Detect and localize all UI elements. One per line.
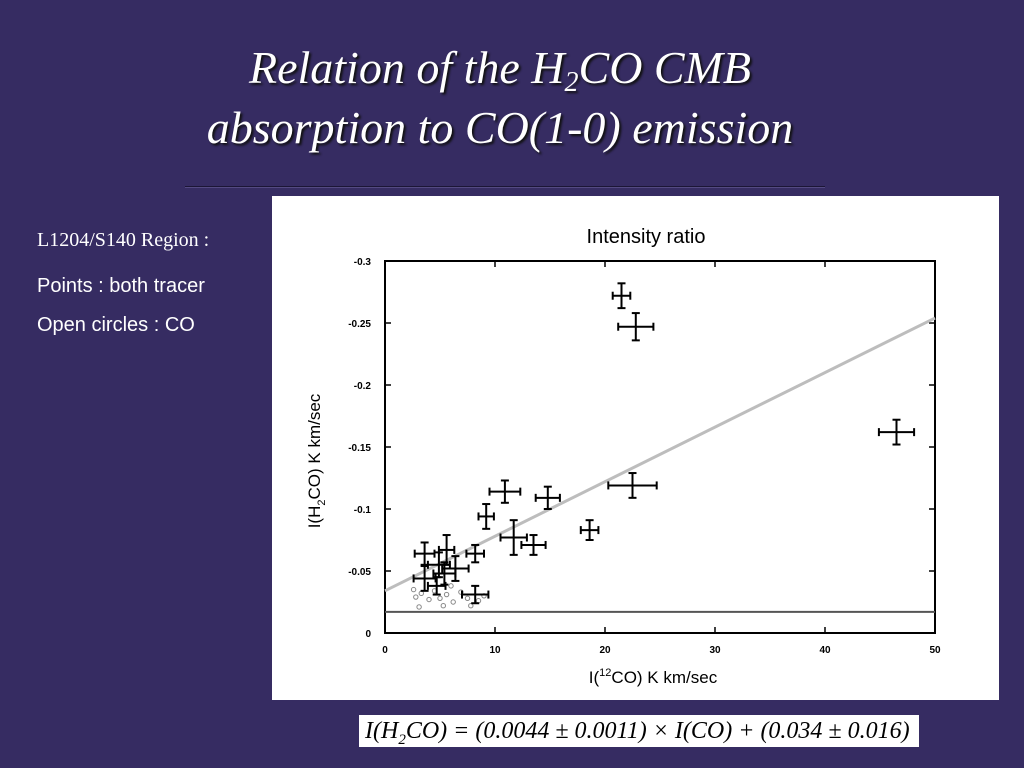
open-circle-point <box>416 604 422 610</box>
y-tick-label: 0 <box>365 629 371 640</box>
x-axis-label: I(12CO) K km/sec <box>589 667 718 687</box>
data-points-group <box>412 282 916 605</box>
open-circle-point <box>448 583 454 589</box>
data-point <box>461 584 490 605</box>
legend-note-circles: Open circles : CO <box>37 314 195 336</box>
y-tick-label: -0.1 <box>354 505 372 516</box>
x-tick-label: 0 <box>382 645 388 656</box>
y-tick-label: -0.25 <box>348 319 371 330</box>
title-subscript: 2 <box>564 67 579 98</box>
open-circle-point <box>443 591 450 598</box>
data-point <box>477 503 495 530</box>
data-point <box>412 565 437 592</box>
fit-equation: I(H2CO) = (0.0044 ± 0.0011) × I(CO) + (0… <box>359 715 919 747</box>
data-point <box>579 519 600 541</box>
data-point <box>488 479 522 504</box>
slide-title: Relation of the H2CO CMB absorption to C… <box>0 38 1000 158</box>
formula-lhs: I(H <box>365 718 399 744</box>
chart-panel: Intensity ratio 0 10 20 30 40 50 0 -0.05 -0.1 -0… <box>272 196 999 700</box>
open-circle-point <box>410 586 417 593</box>
data-point <box>607 472 658 499</box>
formula-subscript: 2 <box>398 731 406 747</box>
open-circle-point <box>468 603 474 609</box>
open-circle-point <box>413 594 419 600</box>
y-tick-label: -0.15 <box>348 443 371 454</box>
y-tick-label: -0.2 <box>354 381 372 392</box>
formula-rhs: CO) = (0.0044 ± 0.0011) × I(CO) + (0.034… <box>405 718 910 744</box>
title-divider <box>185 186 825 188</box>
data-point <box>413 541 436 566</box>
open-circle-point <box>450 599 456 605</box>
x-axis-ticks: 0 10 20 30 40 50 <box>382 261 941 656</box>
open-circle-point <box>437 595 443 601</box>
title-text-1b: CO CMB <box>578 42 752 93</box>
data-point <box>426 576 447 596</box>
x-tick-label: 50 <box>929 645 941 656</box>
open-circle-point <box>426 596 432 603</box>
open-circle-point <box>458 589 464 595</box>
open-circle-point <box>440 603 447 609</box>
y-axis-ticks: 0 -0.05 -0.1 -0.15 -0.2 -0.25 -0.3 <box>348 257 935 640</box>
scatter-chart: Intensity ratio 0 10 20 30 40 50 0 -0.05 -0.1 -0… <box>305 226 941 687</box>
legend-note-points: Points : both tracer <box>37 275 205 297</box>
title-text-1a: Relation of the H <box>248 42 565 93</box>
title-line-2: absorption to CO(1-0) emission <box>206 102 794 153</box>
x-tick-label: 10 <box>489 645 501 656</box>
data-point <box>611 282 632 310</box>
data-point <box>877 418 916 446</box>
data-point <box>437 534 456 566</box>
open-circle-point <box>464 595 471 601</box>
region-label: L1204/S140 Region : <box>37 229 210 251</box>
y-tick-label: -0.05 <box>348 567 371 578</box>
x-tick-label: 30 <box>709 645 721 656</box>
y-axis-label: I(H2CO) K km/sec <box>305 393 328 528</box>
data-point <box>499 519 528 556</box>
data-point <box>617 312 655 342</box>
title-line-1: Relation of the H2CO CMB <box>0 38 1000 98</box>
chart-title: Intensity ratio <box>587 226 706 248</box>
data-point <box>465 543 485 564</box>
plot-frame <box>384 260 936 634</box>
x-tick-label: 40 <box>819 645 831 656</box>
data-point <box>432 561 457 586</box>
x-tick-label: 20 <box>599 645 611 656</box>
y-tick-label: -0.3 <box>354 257 372 268</box>
data-point <box>534 485 561 510</box>
fit-line <box>384 316 936 593</box>
data-point <box>520 534 547 556</box>
